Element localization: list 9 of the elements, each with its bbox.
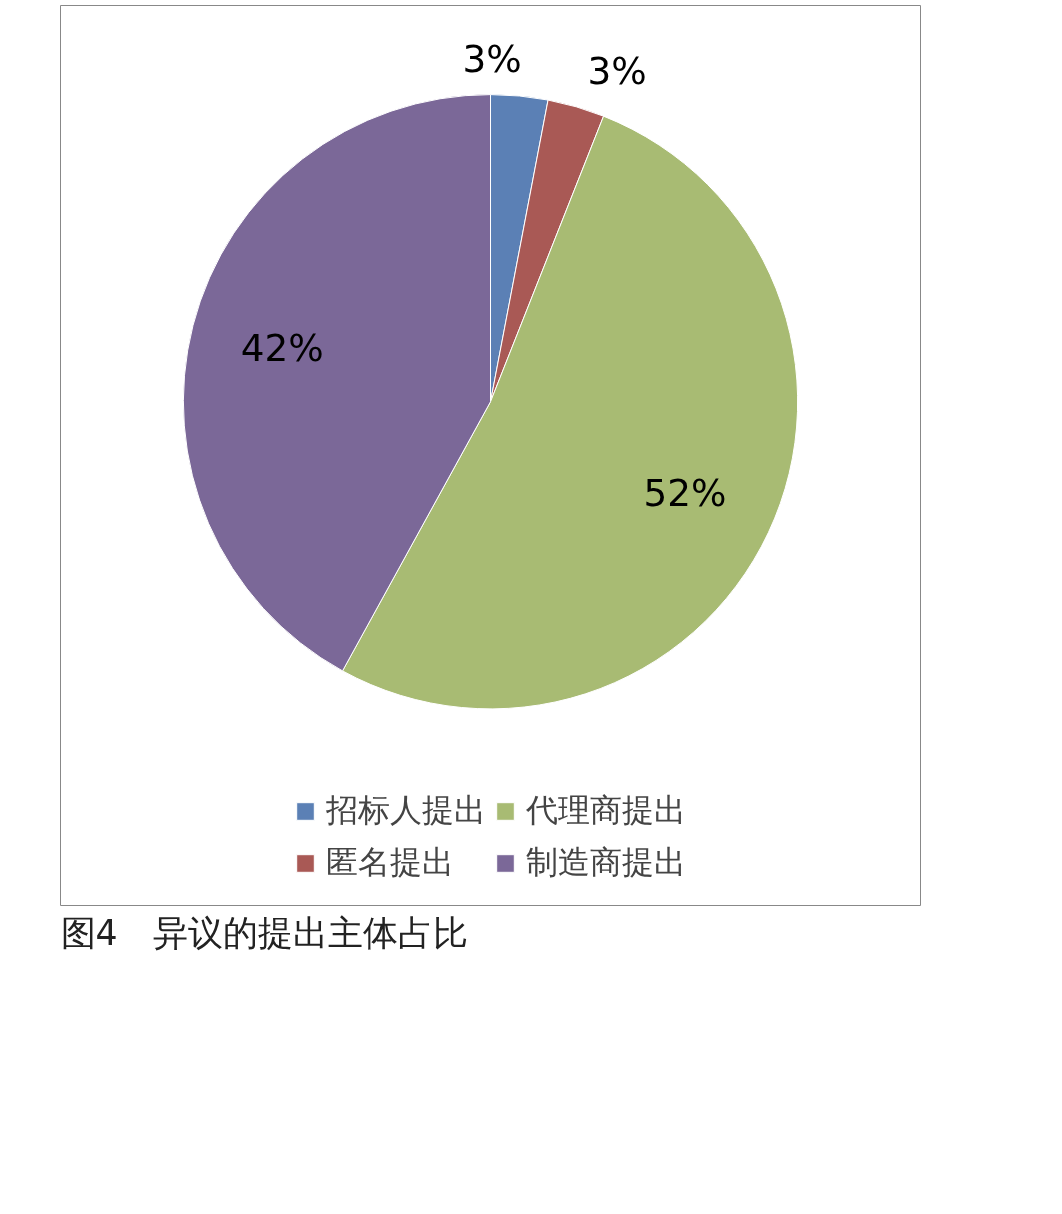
- data-label: 42%: [240, 326, 324, 371]
- data-label: 3%: [462, 37, 522, 82]
- legend-label: 制造商提出: [526, 842, 686, 883]
- legend-label: 招标人提出: [326, 790, 486, 831]
- text: 图4 异议的提出主体占比: [60, 912, 468, 953]
- legend-label: 匿名提出: [326, 842, 454, 883]
- data-label: 52%: [643, 471, 727, 516]
- data-label: 3%: [587, 49, 647, 94]
- legend-label: 代理商提出: [526, 790, 686, 831]
